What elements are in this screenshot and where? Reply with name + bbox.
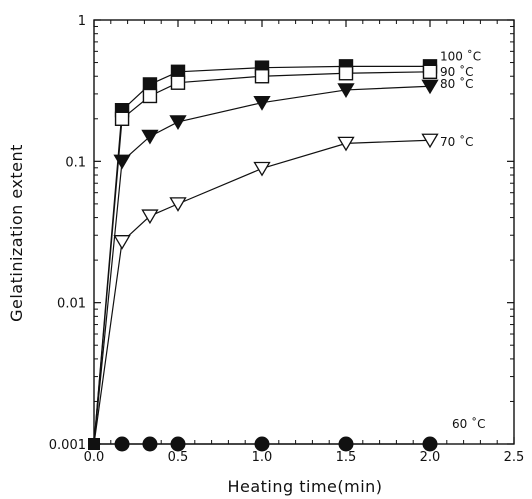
x-tick-label: 0.5 xyxy=(168,450,189,465)
data-point xyxy=(253,161,271,177)
series-label: 100 ˚C xyxy=(440,48,481,63)
data-point xyxy=(170,75,186,90)
y-tick-label: 0.001 xyxy=(49,438,86,453)
x-tick-label: 0.0 xyxy=(84,450,105,465)
data-point xyxy=(170,436,186,452)
data-point xyxy=(114,436,130,452)
data-point xyxy=(421,79,439,95)
y-tick-label: 1 xyxy=(78,14,86,29)
data-point xyxy=(254,69,270,84)
data-point xyxy=(113,154,131,170)
x-axis-title: Heating time(min) xyxy=(227,477,382,496)
data-point xyxy=(254,436,270,452)
series-label: 80 ˚C xyxy=(440,76,473,91)
data-point xyxy=(337,136,355,152)
x-tick-label: 2.0 xyxy=(420,450,441,465)
series-markers xyxy=(88,59,439,452)
y-tick-label: 0.01 xyxy=(57,297,86,312)
series-label: 60 ˚C xyxy=(452,416,485,431)
series-line xyxy=(93,139,431,445)
data-point xyxy=(142,436,158,452)
x-tick-label: 1.0 xyxy=(252,450,273,465)
data-point xyxy=(421,133,439,149)
series-line xyxy=(93,85,431,445)
data-point xyxy=(141,129,159,145)
data-point xyxy=(142,88,158,104)
series-line xyxy=(93,65,430,445)
data-point xyxy=(253,96,271,111)
series-lines xyxy=(93,65,431,445)
data-point xyxy=(169,115,187,130)
x-tick-label: 2.5 xyxy=(504,450,525,465)
data-point xyxy=(169,197,187,212)
series-label: 70 ˚C xyxy=(440,134,473,149)
data-point xyxy=(114,111,130,126)
data-point xyxy=(422,64,438,80)
data-point xyxy=(113,235,131,250)
data-point xyxy=(338,66,354,81)
y-axis-title: Gelatinization extent xyxy=(7,144,26,322)
series-line xyxy=(93,71,431,445)
data-point xyxy=(337,83,355,98)
series-labels: 100 ˚C90 ˚C80 ˚C 70 ˚C 60 ˚C xyxy=(440,48,485,431)
origin-point xyxy=(88,438,100,450)
x-tick-label: 1.5 xyxy=(336,450,357,465)
data-point xyxy=(141,209,159,225)
data-point xyxy=(422,436,438,452)
y-tick-label: 0.1 xyxy=(65,155,86,170)
data-point xyxy=(338,436,354,452)
series-label: 90 ˚C xyxy=(440,64,473,79)
